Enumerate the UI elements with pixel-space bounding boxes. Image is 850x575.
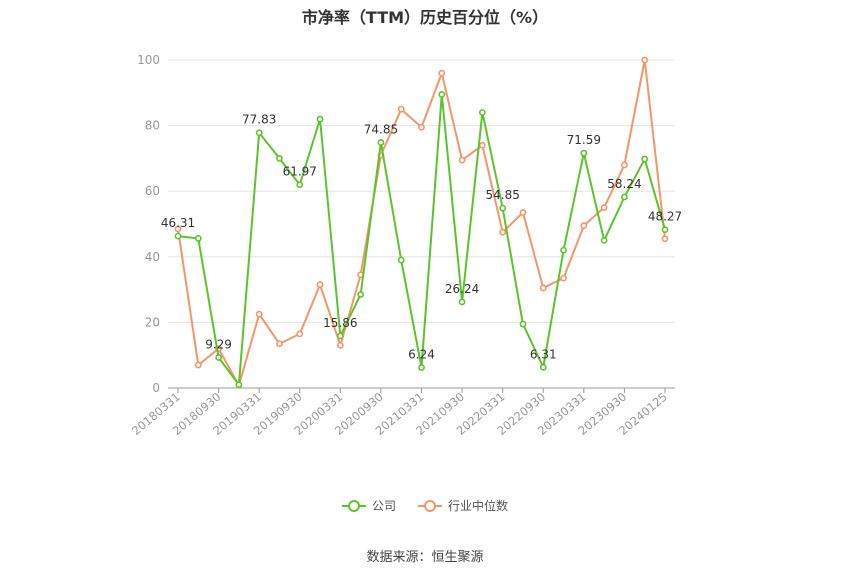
data-label: 15.86 — [323, 316, 357, 330]
legend-marker-company — [341, 499, 366, 513]
data-point-company — [255, 129, 263, 137]
data-point-company — [499, 204, 507, 212]
y-tick-label: 100 — [137, 53, 160, 67]
data-point-industry — [519, 209, 527, 216]
data-point-company — [641, 155, 649, 163]
data-label: 46.31 — [161, 216, 195, 230]
data-source-note: 数据来源：恒生聚源 — [366, 550, 484, 565]
data-label: 58.24 — [607, 177, 641, 191]
chart-legend: 公司 行业中位数 — [0, 497, 850, 514]
data-point-company — [539, 363, 547, 371]
data-point-company — [174, 232, 182, 240]
data-point-industry — [539, 284, 547, 292]
data-point-company — [235, 381, 243, 389]
data-label: 71.59 — [567, 133, 601, 147]
legend-item-industry[interactable]: 行业中位数 — [418, 497, 508, 514]
data-point-company — [560, 246, 567, 254]
data-point-company — [397, 256, 405, 264]
chart-title: 市净率（TTM）历史百分位（%） — [301, 8, 549, 27]
data-point-company — [458, 298, 466, 306]
data-point-company — [215, 354, 222, 361]
data-point-company — [377, 139, 385, 146]
data-label: 48.27 — [648, 210, 682, 224]
data-point-industry — [478, 141, 486, 149]
data-point-industry — [255, 310, 263, 318]
data-label: 26.24 — [445, 282, 479, 296]
data-point-company — [357, 291, 365, 298]
data-point-company — [519, 320, 527, 328]
data-point-industry — [174, 225, 182, 233]
y-tick-label: 0 — [152, 381, 160, 395]
data-point-industry — [621, 161, 628, 169]
data-label: 54.85 — [485, 188, 519, 202]
data-point-industry — [458, 156, 466, 164]
data-point-company — [336, 332, 344, 340]
data-point-company — [276, 154, 283, 162]
data-label: 61.97 — [283, 165, 317, 179]
data-label: 6.24 — [408, 348, 435, 362]
data-point-industry — [316, 281, 324, 289]
data-point-company — [600, 236, 608, 244]
data-point-industry — [499, 228, 507, 236]
y-tick-label: 80 — [145, 119, 160, 133]
data-point-industry — [276, 340, 283, 348]
legend-item-company[interactable]: 公司 — [341, 497, 396, 514]
data-point-industry — [418, 123, 425, 131]
data-point-company — [418, 364, 425, 371]
data-label: 74.85 — [364, 122, 398, 136]
y-tick-label: 40 — [145, 250, 160, 264]
y-tick-label: 20 — [145, 315, 160, 329]
data-point-company — [661, 226, 669, 234]
legend-label-industry: 行业中位数 — [448, 499, 509, 513]
data-point-industry — [661, 235, 669, 243]
data-point-company — [580, 149, 588, 157]
data-point-company — [296, 181, 304, 189]
data-point-company — [316, 115, 324, 123]
data-point-industry — [641, 56, 649, 64]
data-point-industry — [600, 204, 608, 211]
data-point-industry — [580, 222, 588, 230]
data-point-company — [194, 235, 202, 242]
data-point-industry — [336, 341, 344, 349]
legend-label-company: 公司 — [371, 499, 396, 513]
y-tick-label: 60 — [145, 184, 160, 198]
data-label: 6.31 — [530, 347, 557, 361]
legend-marker-industry — [418, 499, 442, 513]
data-point-industry — [438, 69, 446, 77]
data-point-industry — [397, 105, 405, 113]
data-point-company — [438, 91, 446, 98]
data-label: 9.29 — [205, 338, 232, 352]
data-point-industry — [296, 330, 304, 338]
data-point-industry — [560, 274, 567, 282]
data-label: 77.83 — [242, 113, 276, 127]
data-point-company — [621, 193, 628, 201]
data-point-company — [478, 109, 486, 116]
data-point-industry — [194, 361, 202, 369]
